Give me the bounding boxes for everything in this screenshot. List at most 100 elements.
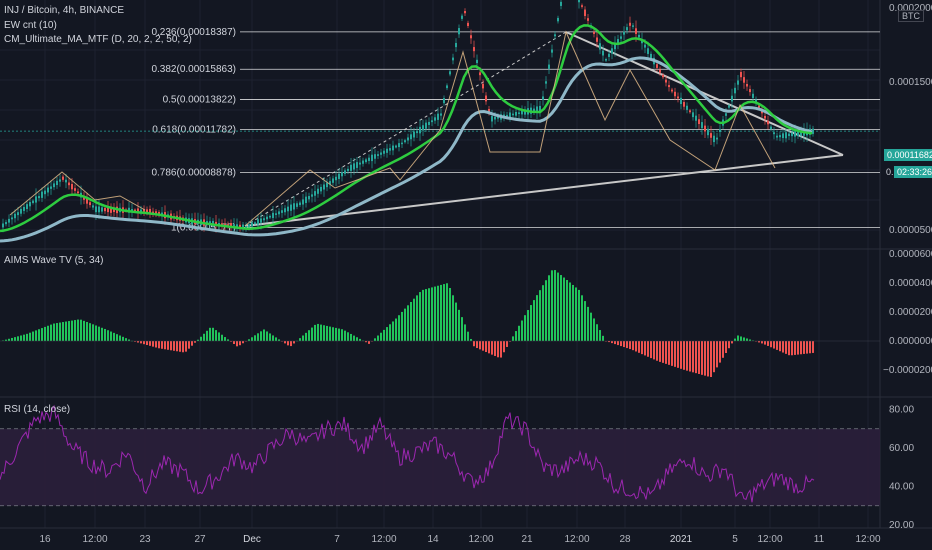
wave-bar (758, 341, 760, 343)
candle-body (353, 163, 355, 170)
fib-label: 0.618(0.00011782) (152, 125, 236, 136)
candle-body (314, 191, 316, 196)
indicator-ew[interactable]: EW cnt (10) (4, 20, 57, 31)
candle-body (740, 72, 742, 78)
candle-body (143, 209, 145, 213)
candle-body (377, 154, 379, 156)
candle-body (335, 176, 337, 181)
candle-body (683, 102, 685, 107)
candle-body (137, 208, 139, 213)
wave-bar (209, 327, 211, 341)
candle-body (689, 110, 691, 113)
wave-bar (674, 341, 676, 367)
candle-body (497, 116, 499, 119)
indicator-ma[interactable]: CM_Ultimate_MA_MTF (D, 20, 2, 2, 50, 2) (4, 34, 192, 45)
candle-body (455, 42, 457, 48)
wave-bar (596, 324, 598, 341)
wave-bar (554, 270, 556, 341)
wave-bar (197, 339, 199, 341)
wave-bar (53, 323, 55, 341)
wave-bar (638, 341, 640, 353)
wave-bar (23, 334, 25, 341)
wave-bar (74, 320, 76, 341)
wave-bar (650, 341, 652, 359)
wave-bar (257, 333, 259, 341)
wave-bar (137, 341, 139, 343)
candle-body (767, 120, 769, 125)
wave-bar (548, 275, 550, 341)
candle-body (26, 204, 28, 209)
wave-bar (443, 284, 445, 341)
wave-bar (368, 341, 370, 344)
wave-bar (392, 321, 394, 341)
wave-bar (290, 341, 292, 347)
wave-bar (791, 341, 793, 356)
wave-bar (47, 325, 49, 341)
wave-panel-title[interactable]: AIMS Wave TV (5, 34) (4, 255, 104, 266)
wave-bar (65, 321, 67, 341)
candle-body (659, 69, 661, 73)
wave-bar (452, 295, 454, 341)
candle-body (431, 120, 433, 123)
candle-body (47, 187, 49, 193)
wave-bar (152, 341, 154, 347)
candle-body (707, 128, 709, 136)
wave-bar (512, 336, 514, 341)
wave-bar (719, 341, 721, 363)
wave-bar (5, 339, 7, 341)
candle-body (488, 108, 490, 113)
candle-body (410, 134, 412, 140)
wave-bar (581, 295, 583, 341)
wave-bar (761, 341, 763, 344)
candle-body (638, 34, 640, 38)
candle-body (74, 188, 76, 191)
wave-bar (647, 341, 649, 357)
wave-bar (269, 333, 271, 341)
candle-body (554, 34, 556, 37)
wave-bar (248, 339, 250, 341)
candle-body (272, 212, 274, 218)
candle-body (311, 194, 313, 197)
rsi-panel-title[interactable]: RSI (14, close) (4, 404, 71, 415)
wave-bar (188, 341, 190, 349)
candle-body (368, 157, 370, 161)
candle-body (467, 22, 469, 27)
wave-bar (764, 341, 766, 345)
wave-bar (320, 324, 322, 341)
candle-body (32, 200, 34, 204)
wave-bar (101, 327, 103, 341)
candle-body (389, 148, 391, 151)
candle-body (365, 159, 367, 163)
countdown-prefix: 0. (886, 166, 894, 178)
wave-bar (530, 305, 532, 341)
candle-body (701, 122, 703, 129)
wave-bar (98, 326, 100, 341)
wave-bar (422, 289, 424, 341)
candle-body (578, 0, 580, 3)
wave-bar (167, 341, 169, 350)
time-tick-label: 12:00 (855, 534, 880, 545)
wave-bar (374, 338, 376, 341)
wave-bar (386, 327, 388, 341)
wave-bar (200, 336, 202, 341)
wave-bar (20, 335, 22, 341)
fib-label: 0.5(0.00013822) (163, 94, 236, 105)
candle-body (668, 85, 670, 88)
wave-bar (509, 341, 511, 342)
candle-body (533, 108, 535, 112)
wave-bar (806, 341, 808, 354)
wave-bar (71, 320, 73, 341)
wave-bar (329, 326, 331, 341)
candle-body (506, 114, 508, 117)
candle-body (515, 111, 517, 116)
time-tick-label: 12:00 (82, 534, 107, 545)
wave-bar (305, 332, 307, 341)
symbol-title[interactable]: INJ / Bitcoin, 4h, BINANCE (4, 5, 125, 16)
candle-body (536, 106, 538, 113)
candle-body (782, 133, 784, 139)
wave-bar (272, 335, 274, 341)
elliott-wave-path (9, 171, 146, 216)
candle-body (257, 219, 259, 225)
currency-badge[interactable]: BTC (898, 10, 924, 22)
wave-bar (284, 341, 286, 344)
